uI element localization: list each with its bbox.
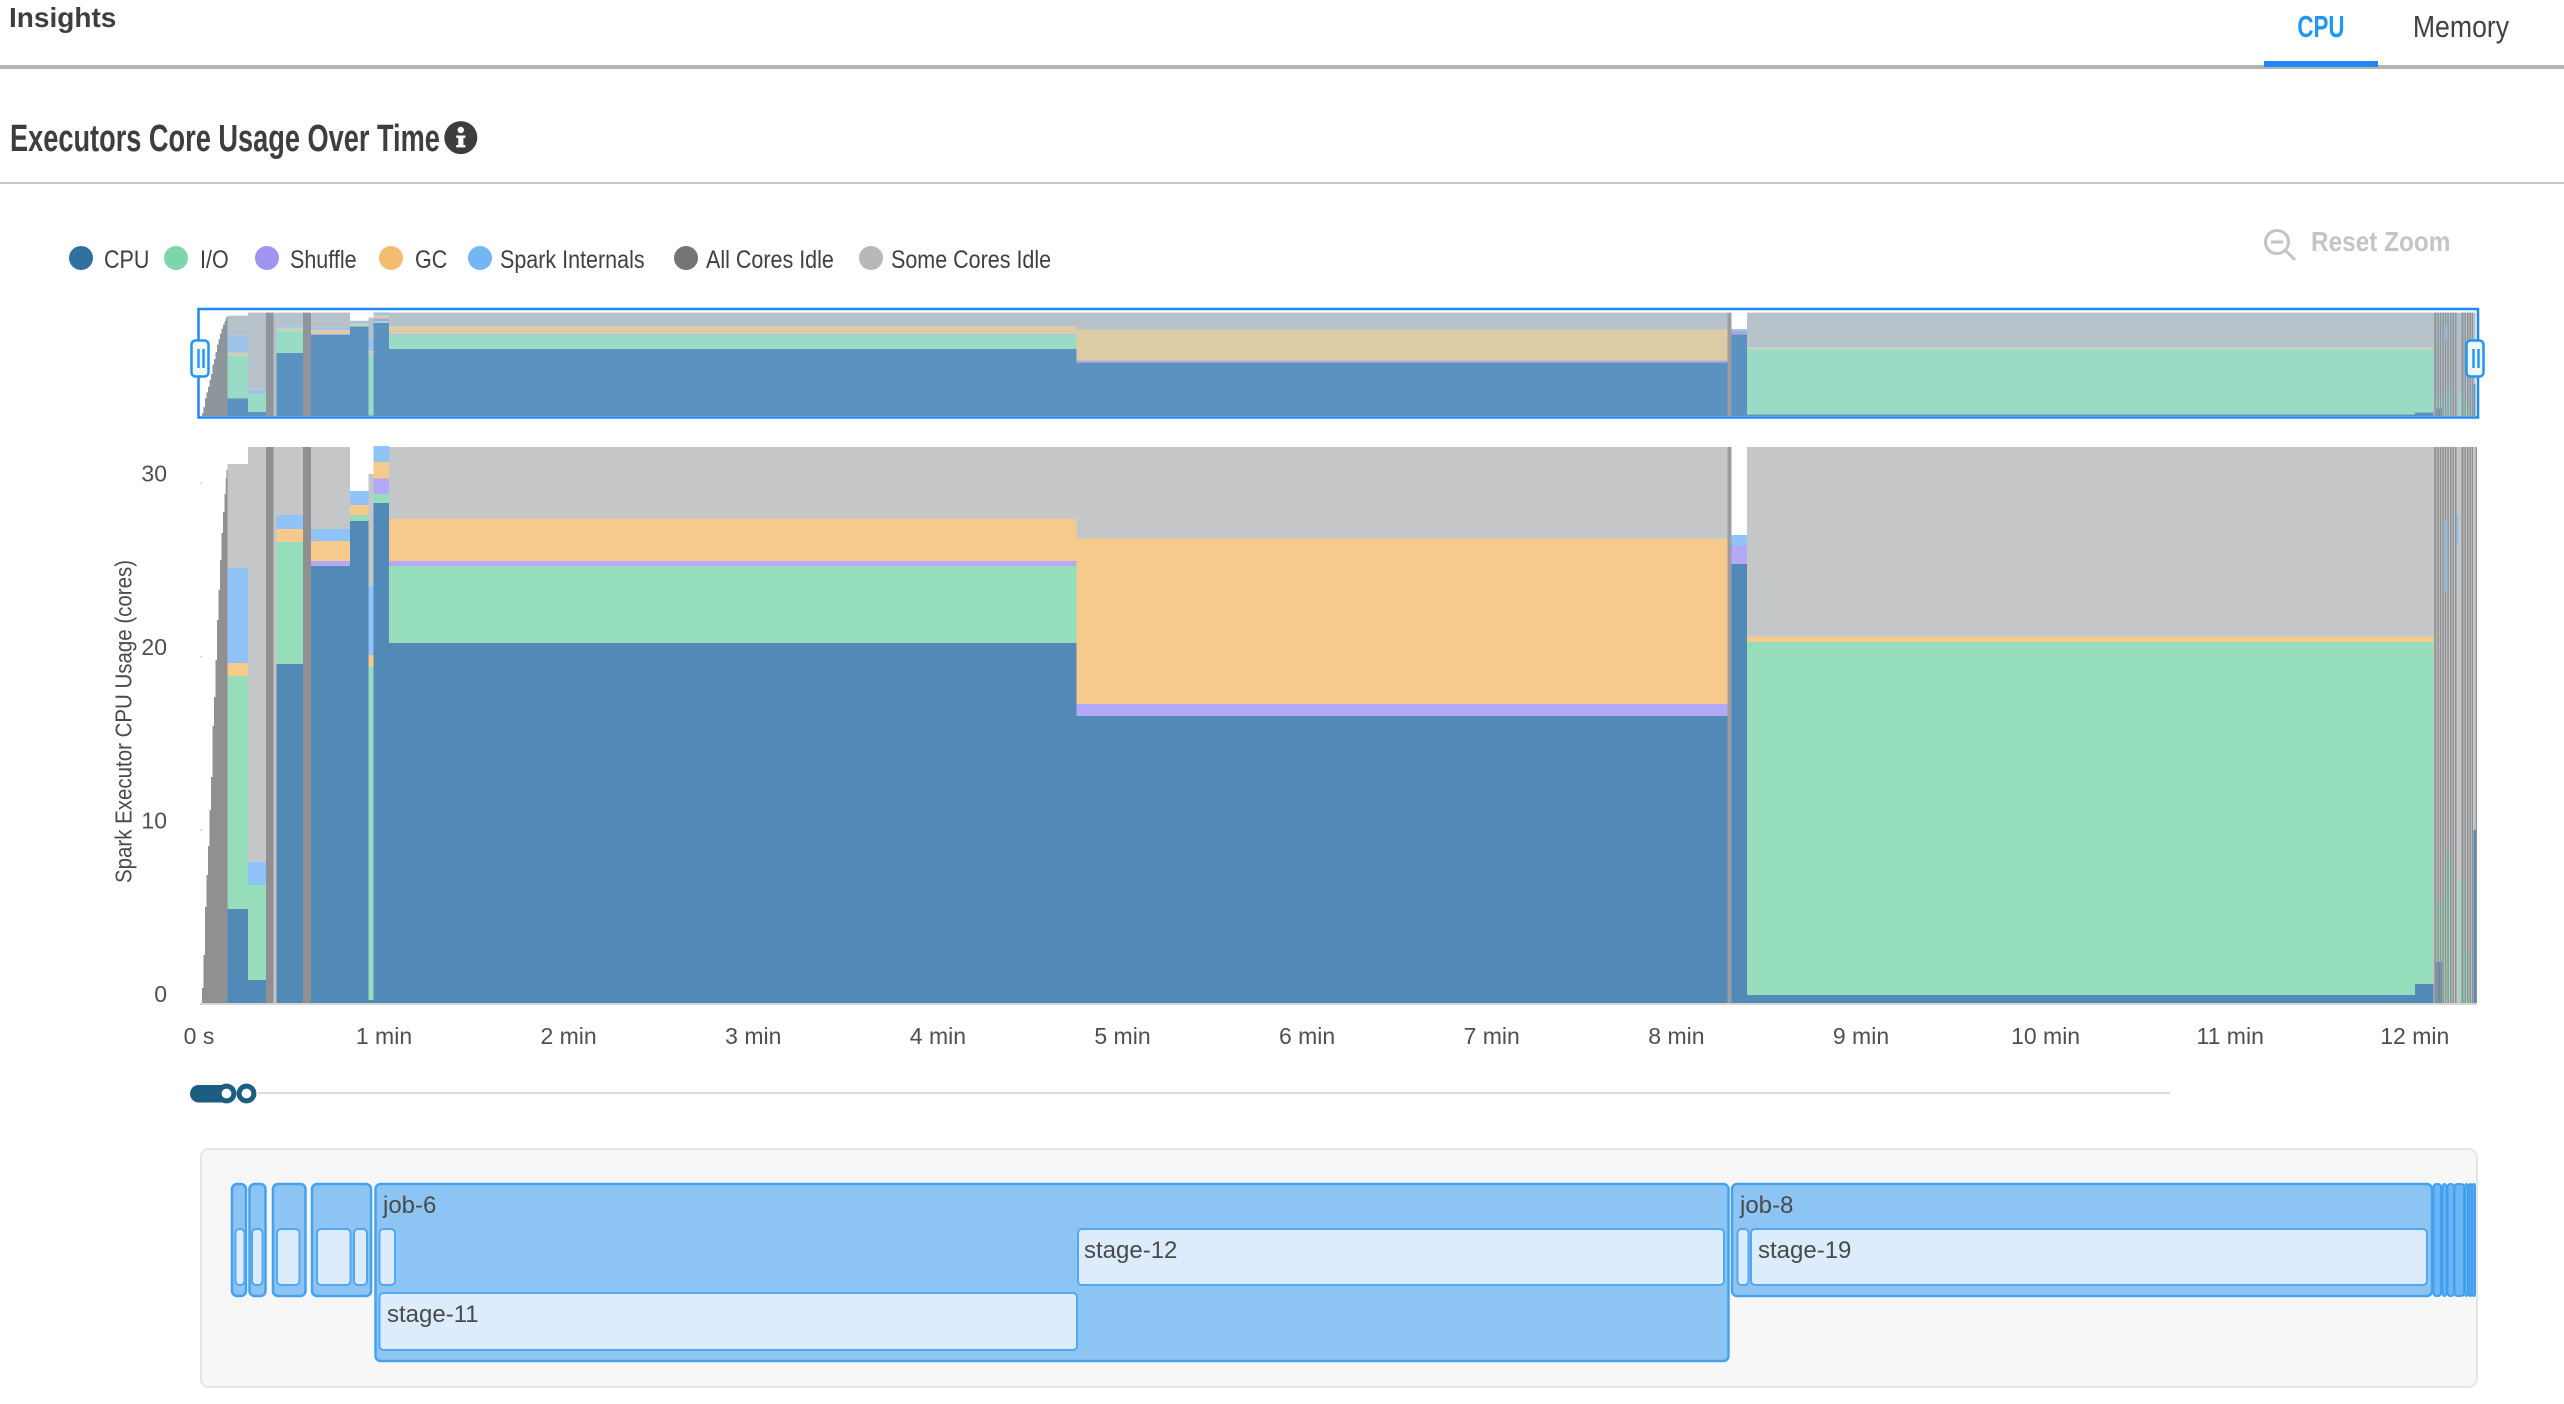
svg-text:1 min: 1 min xyxy=(356,1023,412,1049)
svg-text:stage-11: stage-11 xyxy=(387,1301,479,1328)
svg-text:0: 0 xyxy=(154,981,167,1007)
svg-text:9 min: 9 min xyxy=(1833,1023,1889,1049)
svg-text:10 min: 10 min xyxy=(2011,1023,2080,1049)
svg-text:11 min: 11 min xyxy=(2197,1023,2264,1049)
svg-text:0 s: 0 s xyxy=(184,1023,215,1049)
svg-text:6 min: 6 min xyxy=(1279,1023,1335,1049)
svg-text:stage-19: stage-19 xyxy=(1758,1237,1851,1264)
svg-text:7 min: 7 min xyxy=(1464,1023,1520,1049)
svg-text:4 min: 4 min xyxy=(910,1023,966,1049)
svg-text:5 min: 5 min xyxy=(1094,1023,1150,1049)
svg-text:stage-12: stage-12 xyxy=(1084,1237,1177,1264)
svg-text:3 min: 3 min xyxy=(725,1023,781,1049)
svg-text:30: 30 xyxy=(141,461,167,487)
svg-text:job-6: job-6 xyxy=(382,1192,436,1219)
svg-text:2 min: 2 min xyxy=(540,1023,596,1049)
svg-text:10: 10 xyxy=(141,808,167,834)
svg-text:20: 20 xyxy=(141,634,167,660)
svg-text:job-8: job-8 xyxy=(1739,1192,1793,1219)
svg-text:8 min: 8 min xyxy=(1648,1023,1704,1049)
svg-text:12 min: 12 min xyxy=(2380,1023,2449,1049)
